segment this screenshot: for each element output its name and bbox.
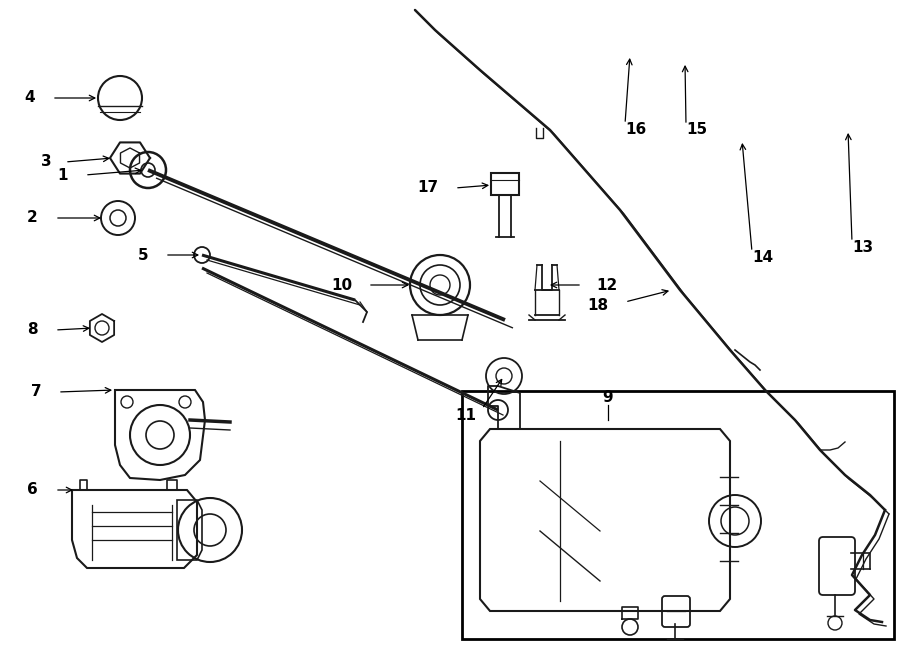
Text: 1: 1 [58, 167, 68, 182]
Text: 17: 17 [417, 180, 438, 196]
Bar [462, 391, 894, 639]
Text: 3: 3 [41, 155, 52, 169]
Text: 13: 13 [852, 241, 873, 256]
Text: 15: 15 [686, 122, 707, 137]
Text: 7: 7 [32, 385, 42, 399]
Text: 4: 4 [24, 91, 35, 106]
Text: 10: 10 [331, 278, 352, 293]
Text: 2: 2 [27, 210, 38, 225]
Text: 6: 6 [27, 483, 38, 498]
Text: 14: 14 [752, 251, 773, 266]
Text: 16: 16 [625, 122, 646, 137]
Text: 18: 18 [587, 297, 608, 313]
Text: 9: 9 [603, 390, 613, 405]
Text: 12: 12 [596, 278, 617, 293]
Text: 8: 8 [27, 323, 38, 338]
Text: 11: 11 [455, 408, 476, 424]
Text: 5: 5 [138, 247, 148, 262]
